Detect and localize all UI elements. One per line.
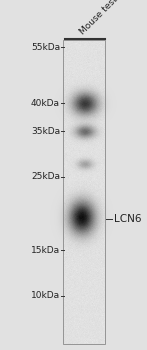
Text: 40kDa: 40kDa (31, 99, 60, 108)
Text: 55kDa: 55kDa (31, 43, 60, 52)
Text: 10kDa: 10kDa (31, 291, 60, 300)
Text: 25kDa: 25kDa (31, 172, 60, 181)
Bar (63, 40, 105, 344)
Text: 15kDa: 15kDa (31, 246, 60, 255)
Text: 35kDa: 35kDa (31, 127, 60, 136)
Text: LCN6: LCN6 (114, 214, 141, 224)
Text: Mouse testis: Mouse testis (78, 0, 125, 37)
